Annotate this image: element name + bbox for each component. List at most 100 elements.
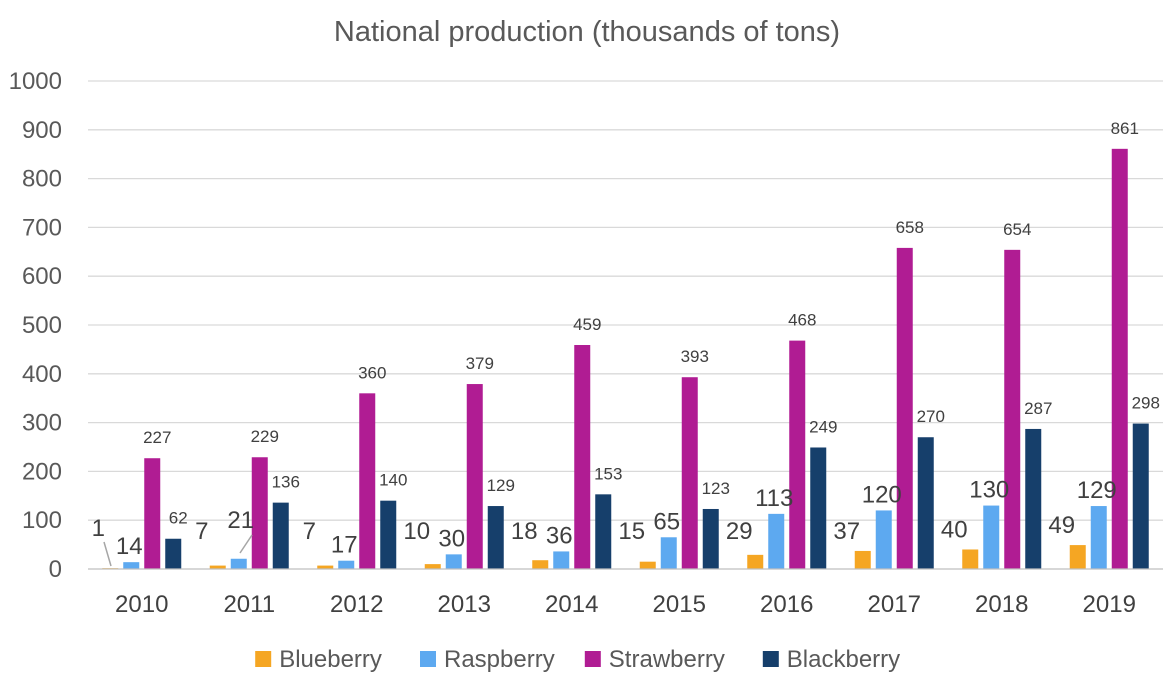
legend-label-raspberry: Raspberry xyxy=(444,646,555,673)
bar-blueberry-2018 xyxy=(962,549,979,569)
bar-strawberry-2018 xyxy=(1004,249,1021,569)
x-tick-label: 2012 xyxy=(330,591,383,618)
data-label-raspberry-2016: 113 xyxy=(755,485,793,512)
data-label-strawberry-2018: 654 xyxy=(1003,220,1031,239)
bar-raspberry-2014 xyxy=(553,551,570,569)
data-label-strawberry-2017: 658 xyxy=(896,218,924,237)
bar-blackberry-2018 xyxy=(1025,428,1042,569)
data-label-raspberry-2014: 36 xyxy=(546,522,573,549)
data-label-raspberry-2010: 14 xyxy=(116,533,143,560)
bar-blueberry-2014 xyxy=(532,560,549,569)
bar-strawberry-2013 xyxy=(466,384,483,569)
bar-strawberry-2011 xyxy=(251,457,268,569)
bar-raspberry-2015 xyxy=(660,537,677,569)
data-label-blackberry-2019: 298 xyxy=(1132,394,1160,413)
x-tick-label: 2015 xyxy=(653,591,706,618)
data-label-strawberry-2010: 227 xyxy=(143,428,171,447)
data-label-blackberry-2012: 140 xyxy=(379,471,407,490)
bar-raspberry-2011 xyxy=(230,558,247,569)
y-tick-label: 600 xyxy=(22,263,62,290)
data-label-strawberry-2011: 229 xyxy=(251,427,279,446)
leader-line xyxy=(103,541,112,567)
data-label-blackberry-2015: 123 xyxy=(702,479,730,498)
data-label-blackberry-2014: 153 xyxy=(594,464,622,483)
bar-blackberry-2012 xyxy=(380,500,397,569)
data-label-blackberry-2011: 136 xyxy=(272,473,300,492)
y-tick-label: 900 xyxy=(22,117,62,144)
data-label-raspberry-2015: 65 xyxy=(653,508,680,535)
data-label-blueberry-2010: 1 xyxy=(92,515,105,542)
chart-title: National production (thousands of tons) xyxy=(334,16,840,48)
data-label-blackberry-2016: 249 xyxy=(809,417,837,436)
x-tick-label: 2014 xyxy=(545,591,598,618)
bars xyxy=(102,148,1149,569)
bar-blueberry-2011 xyxy=(209,565,226,569)
legend-swatch-raspberry xyxy=(420,651,436,667)
bar-blackberry-2011 xyxy=(272,502,289,569)
bar-blackberry-2010 xyxy=(165,538,182,569)
data-label-blueberry-2011: 7 xyxy=(195,518,208,545)
data-label-raspberry-2011: 21 xyxy=(227,507,254,534)
bar-blackberry-2019 xyxy=(1132,423,1149,569)
bar-raspberry-2010 xyxy=(123,562,140,569)
x-tick-label: 2017 xyxy=(868,591,921,618)
bar-strawberry-2010 xyxy=(144,458,161,569)
bar-strawberry-2015 xyxy=(681,377,698,569)
bar-raspberry-2013 xyxy=(445,554,462,569)
x-tick-label: 2010 xyxy=(115,591,168,618)
data-label-blueberry-2019: 49 xyxy=(1048,512,1075,539)
x-tick-label: 2019 xyxy=(1083,591,1136,618)
legend-label-blueberry: Blueberry xyxy=(279,646,382,673)
legend-swatch-blackberry xyxy=(762,651,779,667)
data-label-blueberry-2012: 7 xyxy=(303,518,316,545)
data-label-strawberry-2016: 468 xyxy=(788,311,816,330)
data-label-strawberry-2012: 360 xyxy=(358,363,386,382)
y-tick-label: 300 xyxy=(22,410,62,437)
x-tick-label: 2011 xyxy=(223,591,275,618)
y-tick-label: 1000 xyxy=(9,68,62,95)
data-label-blackberry-2018: 287 xyxy=(1024,399,1052,418)
y-tick-label: 200 xyxy=(22,458,62,485)
data-label-raspberry-2012: 17 xyxy=(331,532,358,559)
data-label-strawberry-2013: 379 xyxy=(466,354,494,373)
bar-blueberry-2016 xyxy=(747,554,764,569)
bar-blueberry-2013 xyxy=(424,564,441,569)
bar-strawberry-2012 xyxy=(359,393,376,569)
bar-strawberry-2019 xyxy=(1111,148,1128,569)
data-label-strawberry-2014: 459 xyxy=(573,315,601,334)
legend-swatch-blueberry xyxy=(255,651,272,667)
data-label-blueberry-2013: 10 xyxy=(403,518,430,545)
bar-raspberry-2012 xyxy=(338,560,355,569)
data-labels: 1 14 227 62 7 21 229 136 7 17 360 140 10 30 379 129 18 36… xyxy=(92,119,1160,567)
legend: Blueberry Raspberry Strawberry Blackberry xyxy=(255,646,900,673)
bar-blackberry-2015 xyxy=(702,508,719,569)
data-label-blueberry-2014: 18 xyxy=(511,518,538,545)
bar-strawberry-2016 xyxy=(789,340,806,569)
bar-raspberry-2017 xyxy=(875,510,892,569)
data-label-blackberry-2017: 270 xyxy=(917,407,945,426)
bar-blackberry-2013 xyxy=(487,506,504,569)
legend-swatch-strawberry xyxy=(584,651,601,667)
bar-raspberry-2018 xyxy=(983,505,1000,569)
data-label-raspberry-2013: 30 xyxy=(438,525,465,552)
bar-blueberry-2012 xyxy=(317,565,334,569)
data-label-blueberry-2015: 15 xyxy=(618,518,645,545)
bar-raspberry-2016 xyxy=(768,513,785,569)
legend-label-strawberry: Strawberry xyxy=(609,646,725,673)
data-label-raspberry-2019: 129 xyxy=(1077,477,1117,504)
bar-blueberry-2019 xyxy=(1069,545,1086,569)
y-tick-label: 400 xyxy=(22,361,62,388)
bar-blackberry-2014 xyxy=(595,494,612,569)
data-label-blueberry-2018: 40 xyxy=(941,516,968,543)
data-label-blueberry-2016: 29 xyxy=(726,518,753,545)
legend-label-blackberry: Blackberry xyxy=(787,646,900,673)
x-tick-label: 2016 xyxy=(760,591,813,618)
y-tick-label: 0 xyxy=(49,556,62,583)
bar-raspberry-2019 xyxy=(1090,506,1107,569)
axes: 0 100 200 300 400 500 600 700 800 900 1000 2010 2011… xyxy=(9,68,1163,618)
bar-blackberry-2017 xyxy=(917,437,934,569)
y-tick-label: 100 xyxy=(22,507,62,534)
bar-blueberry-2015 xyxy=(639,561,656,569)
bar-strawberry-2017 xyxy=(896,247,913,569)
